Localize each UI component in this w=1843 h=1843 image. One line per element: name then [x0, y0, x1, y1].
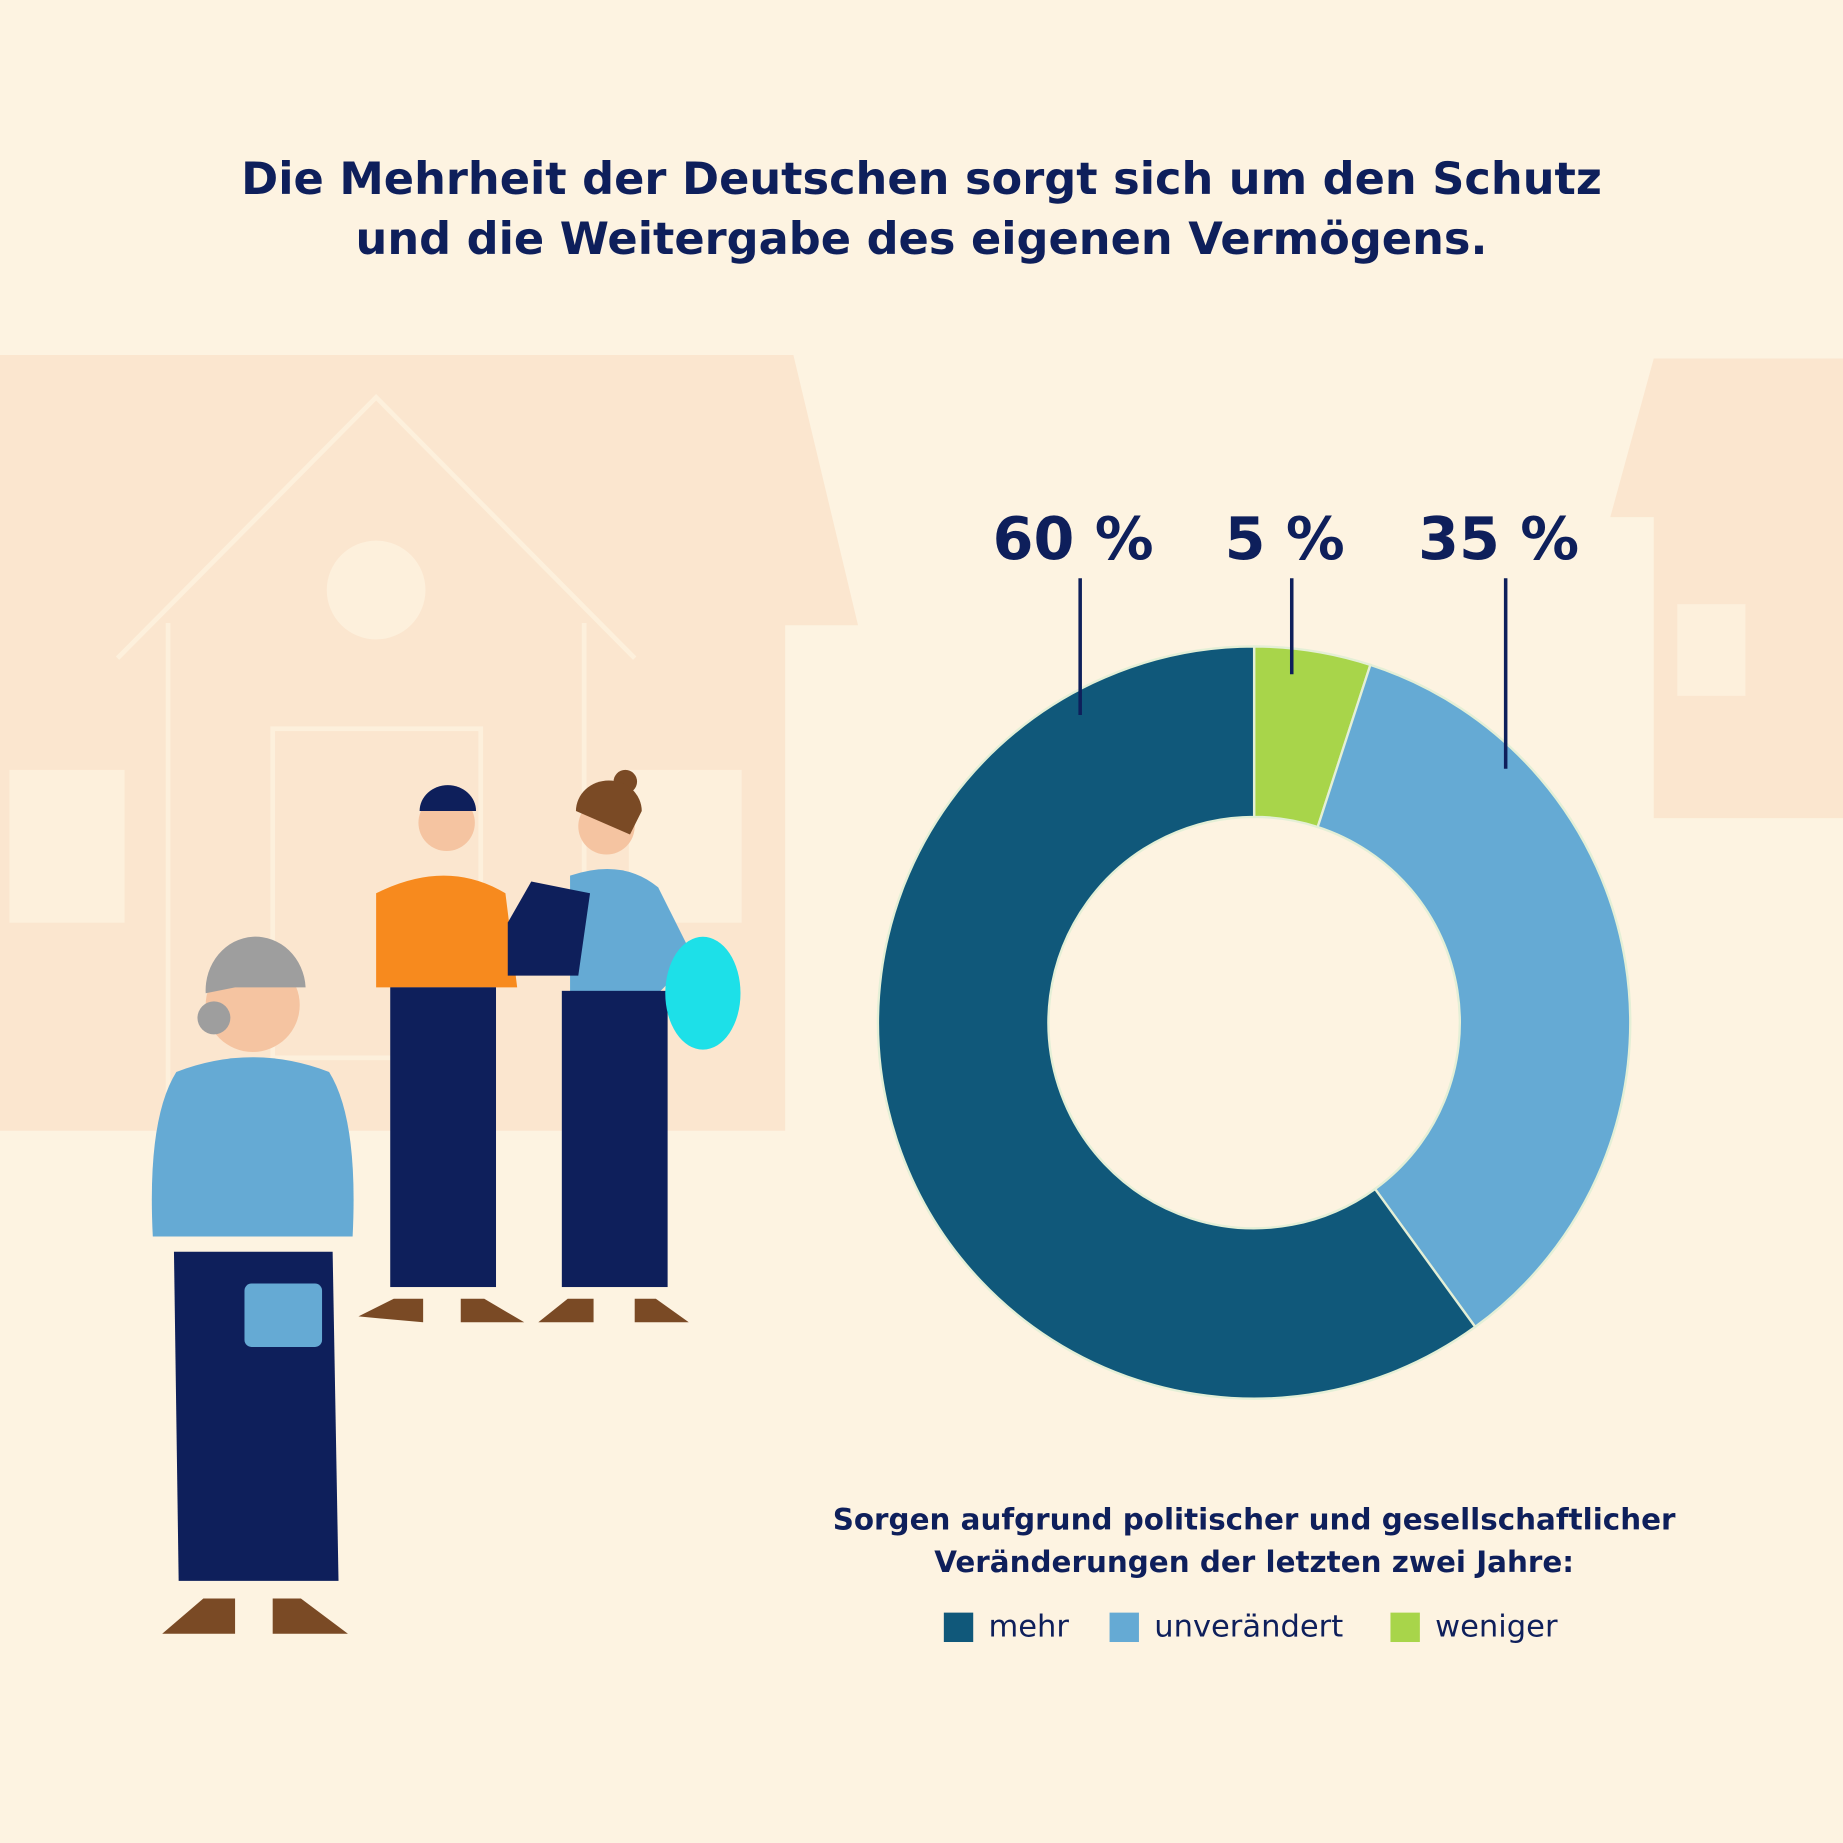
legend-swatch [1390, 1612, 1420, 1643]
legend-swatch [943, 1612, 974, 1643]
legend-title: Veränderungen der letzten zwei Jahre: [934, 1545, 1574, 1579]
house-windows [9, 540, 1746, 923]
value-label: 5 % [1225, 504, 1345, 573]
value-label: 60 % [993, 504, 1154, 573]
legend-title: Sorgen aufgrund politischer und gesellsc… [833, 1502, 1676, 1536]
legend-swatch [1109, 1612, 1139, 1643]
legend-label: unverändert [1154, 1609, 1343, 1644]
legend-label: mehr [988, 1609, 1069, 1644]
chart-title: Die Mehrheit der Deutschen sorgt sich um… [241, 153, 1602, 205]
chart-title: und die Weitergabe des eigenen Vermögens… [356, 213, 1488, 265]
value-label: 35 % [1418, 504, 1579, 573]
people-illustration [151, 769, 741, 1634]
donut-segment [876, 645, 1477, 1400]
legend-label: weniger [1435, 1609, 1558, 1644]
donut-segment [1316, 663, 1632, 1329]
